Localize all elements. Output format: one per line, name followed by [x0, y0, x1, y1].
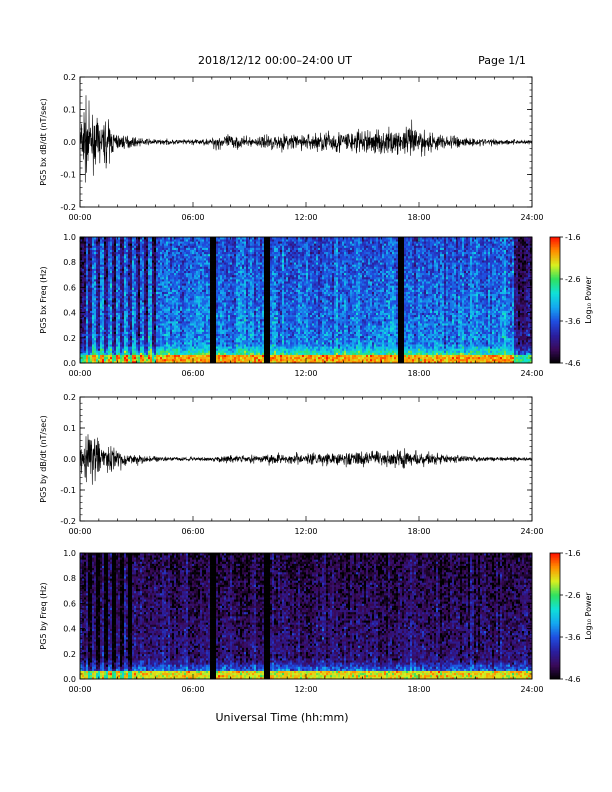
colorbar-tick-label: -2.6	[565, 591, 581, 600]
y-tick-label: 0.1	[63, 106, 76, 115]
x-tick-label: 12:00	[294, 369, 317, 378]
y-tick-label: -0.2	[60, 517, 76, 526]
colorbar-tick-label: -2.6	[565, 275, 581, 284]
bx-waveform-trace	[79, 95, 533, 183]
x-tick-label: 18:00	[407, 527, 430, 536]
x-tick-label: 06:00	[181, 685, 204, 694]
x-tick-label: 00:00	[68, 527, 91, 536]
x-tick-label: 00:00	[68, 213, 91, 222]
y-tick-label: 0.2	[63, 334, 76, 343]
y-tick-label: 0.1	[63, 424, 76, 433]
bx-waveform-panel: 00:00 06:00 12:00 18:00 24:00 -0.2 -0.1 0.0 0.1 0…	[39, 73, 544, 222]
y-tick-label: 0.0	[63, 138, 76, 147]
y-axis-label: PG5 by Freq (Hz)	[39, 582, 48, 649]
x-tick-label: 24:00	[520, 685, 543, 694]
colorbar-label: Log₁₀ Power	[584, 592, 593, 640]
x-tick-label: 00:00	[68, 369, 91, 378]
by-spectrogram-panel: -1.6 -2.6 -3.6 -4.6 Log₁₀ Power 00:00 06:00 12:…	[39, 549, 593, 694]
y-tick-label: 0.2	[63, 650, 76, 659]
y-axis-label: PG5 by dB/dt (nT/sec)	[39, 415, 48, 502]
y-tick-label: 0.6	[63, 283, 76, 292]
colorbar-tick-label: -1.6	[565, 549, 581, 558]
x-tick-label: 24:00	[520, 369, 543, 378]
y-tick-label: -0.2	[60, 203, 76, 212]
x-axis-title: Universal Time (hh:mm)	[216, 711, 349, 724]
colorbar-tick-label: -1.6	[565, 233, 581, 242]
by-spectrogram-colorbar: -1.6 -2.6 -3.6 -4.6 Log₁₀ Power	[549, 549, 593, 684]
bx-spectrogram-panel: -1.6 -2.6 -3.6 -4.6 Log₁₀ Power 00:00 06:00 12:…	[39, 233, 593, 378]
y-tick-label: 0.0	[63, 359, 76, 368]
y-tick-label: 1.0	[63, 233, 76, 242]
y-tick-label: 0.6	[63, 599, 76, 608]
y-tick-label: 0.8	[63, 574, 76, 583]
y-tick-label: -0.1	[60, 486, 76, 495]
colorbar-tick-label: -3.6	[565, 317, 581, 326]
x-tick-label: 18:00	[407, 213, 430, 222]
y-tick-label: 0.2	[63, 393, 76, 402]
y-tick-label: 0.8	[63, 258, 76, 267]
y-tick-label: -0.1	[60, 171, 76, 180]
y-tick-label: 0.4	[63, 625, 76, 634]
y-tick-label: 1.0	[63, 549, 76, 558]
x-tick-label: 12:00	[294, 527, 317, 536]
colorbar-label: Log₁₀ Power	[584, 276, 593, 324]
y-axis-label: PG5 bx dB/dt (nT/sec)	[39, 98, 48, 185]
by-waveform-panel: 00:00 06:00 12:00 18:00 24:00 -0.2 -0.1 0.0 0.1 0…	[39, 393, 544, 536]
x-tick-label: 12:00	[294, 213, 317, 222]
y-tick-label: 0.2	[63, 73, 76, 82]
x-tick-label: 06:00	[181, 213, 204, 222]
colorbar-tick-label: -4.6	[565, 675, 581, 684]
x-tick-label: 06:00	[181, 527, 204, 536]
y-axis-label: PG5 bx Freq (Hz)	[39, 266, 48, 333]
figure-title: 2018/12/12 00:00–24:00 UT	[198, 54, 352, 67]
y-tick-label: 0.0	[63, 675, 76, 684]
x-tick-label: 00:00	[68, 685, 91, 694]
x-tick-label: 06:00	[181, 369, 204, 378]
x-tick-label: 18:00	[407, 369, 430, 378]
colorbar-tick-label: -4.6	[565, 359, 581, 368]
y-tick-label: 0.4	[63, 309, 76, 318]
by-waveform-trace	[79, 434, 533, 485]
page-indicator: Page 1/1	[478, 54, 526, 67]
x-tick-label: 24:00	[520, 527, 543, 536]
x-tick-label: 12:00	[294, 685, 317, 694]
x-tick-label: 18:00	[407, 685, 430, 694]
y-tick-label: 0.0	[63, 455, 76, 464]
bx-spectrogram-colorbar: -1.6 -2.6 -3.6 -4.6 Log₁₀ Power	[549, 233, 593, 368]
colorbar-tick-label: -3.6	[565, 633, 581, 642]
x-tick-label: 24:00	[520, 213, 543, 222]
